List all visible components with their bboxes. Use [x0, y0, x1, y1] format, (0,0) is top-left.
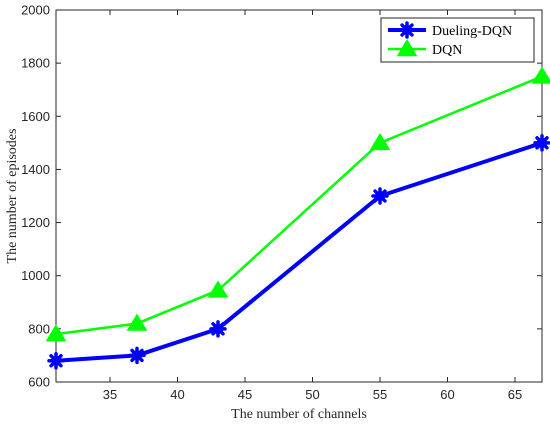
- data-point: [369, 132, 391, 151]
- y-axis: 600 800 1000 1200 1400 1600 1800 2000: [21, 3, 542, 390]
- y-tick-label: 800: [28, 321, 50, 336]
- legend-label: DQN: [432, 43, 462, 58]
- data-point: [531, 66, 550, 84]
- y-axis-label: The number of episodes: [5, 129, 20, 264]
- y-tick-label: 1400: [21, 162, 50, 177]
- x-tick-label: 40: [170, 387, 184, 402]
- x-tick-label: 45: [238, 387, 252, 402]
- plot-area: [55, 9, 543, 383]
- data-point: [209, 320, 227, 338]
- data-point: [207, 280, 229, 298]
- data-point: [126, 313, 148, 331]
- y-tick-label: 1000: [21, 268, 50, 283]
- data-point: [128, 346, 146, 365]
- series-dueling-dqn: [47, 134, 550, 370]
- y-tick-label: 2000: [21, 3, 50, 18]
- y-tick-label: 1200: [21, 215, 50, 230]
- legend-label: Dueling-DQN: [432, 24, 512, 39]
- x-tick-label: 50: [305, 387, 319, 402]
- x-axis-label: The number of channels: [231, 407, 367, 422]
- data-point: [45, 324, 67, 342]
- legend-items: Dueling-DQN DQN: [388, 21, 512, 58]
- y-tick-label: 1800: [21, 56, 50, 71]
- legend-marker: [396, 39, 418, 57]
- series-layer: [45, 66, 550, 370]
- y-tick-label: 1600: [21, 109, 50, 124]
- data-point: [371, 187, 389, 205]
- data-point: [47, 351, 65, 370]
- legend: Dueling-DQN DQN: [380, 17, 535, 63]
- x-tick-label: 35: [103, 387, 117, 402]
- series-dqn: [45, 66, 550, 342]
- legend-marker: [398, 21, 416, 39]
- y-tick-label: 600: [28, 375, 50, 390]
- x-tick-label: 60: [440, 387, 454, 402]
- data-point: [533, 134, 550, 152]
- x-axis: 35 40 45 50 55 60 65: [103, 10, 522, 402]
- plot-frame: [55, 9, 543, 383]
- x-tick-label: 55: [373, 387, 387, 402]
- x-tick-label: 65: [508, 387, 522, 402]
